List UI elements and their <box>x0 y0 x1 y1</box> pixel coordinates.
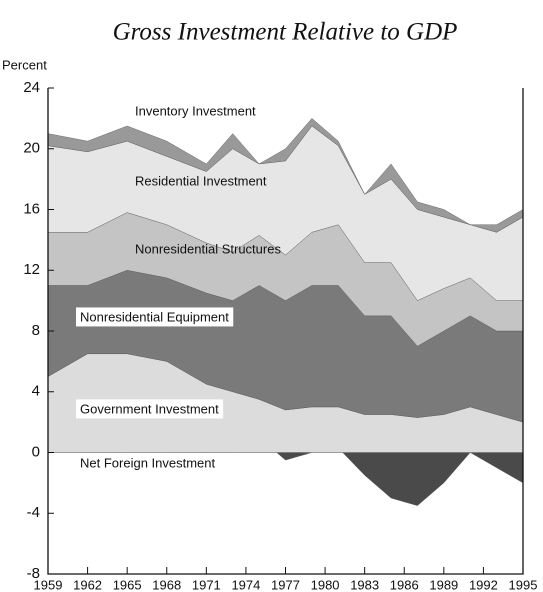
y-tick-label: -8 <box>27 565 40 582</box>
x-tick-label: 1968 <box>152 577 181 592</box>
series-label: Inventory Investment <box>135 103 256 118</box>
x-tick-label: 1989 <box>429 577 458 592</box>
label-box <box>76 399 224 419</box>
label-box <box>76 307 234 327</box>
x-tick-label: 1983 <box>350 577 379 592</box>
series-label: Nonresidential Structures <box>135 241 281 256</box>
x-tick-label: 1977 <box>271 577 300 592</box>
x-tick-label: 1980 <box>311 577 340 592</box>
axes: -8 -4 0 4 8 12 16 20 24 1959 1962 1965 1968 1971 1974 1… <box>23 79 537 592</box>
x-tick-label: 1965 <box>113 577 142 592</box>
y-tick-label: -4 <box>27 504 40 521</box>
series-label: Government Investment <box>80 401 219 416</box>
y-tick-label: 16 <box>23 200 40 217</box>
x-tick-label: 1992 <box>469 577 498 592</box>
series-label: Residential Investment <box>135 173 267 188</box>
series-label: Nonresidential Equipment <box>80 309 229 324</box>
chart-title: Gross Investment Relative to GDP <box>113 19 458 46</box>
x-tick-label: 1986 <box>390 577 419 592</box>
y-axis-label: Percent <box>2 57 47 72</box>
y-tick-label: 4 <box>32 383 40 400</box>
series-label: Net Foreign Investment <box>80 455 216 470</box>
y-tick-label: 0 <box>32 443 40 460</box>
x-tick-label: 1971 <box>192 577 221 592</box>
x-tick-label: 1974 <box>231 577 260 592</box>
y-tick-label: 8 <box>32 322 40 339</box>
series-labels: Net Foreign Investment Government Investm… <box>76 103 281 470</box>
x-tick-label: 1959 <box>34 577 63 592</box>
y-tick-label: 12 <box>23 261 40 278</box>
x-tick-label: 1962 <box>73 577 102 592</box>
y-tick-label: 20 <box>23 140 40 157</box>
x-tick-label: 1995 <box>509 577 538 592</box>
y-tick-label: 24 <box>23 79 40 96</box>
